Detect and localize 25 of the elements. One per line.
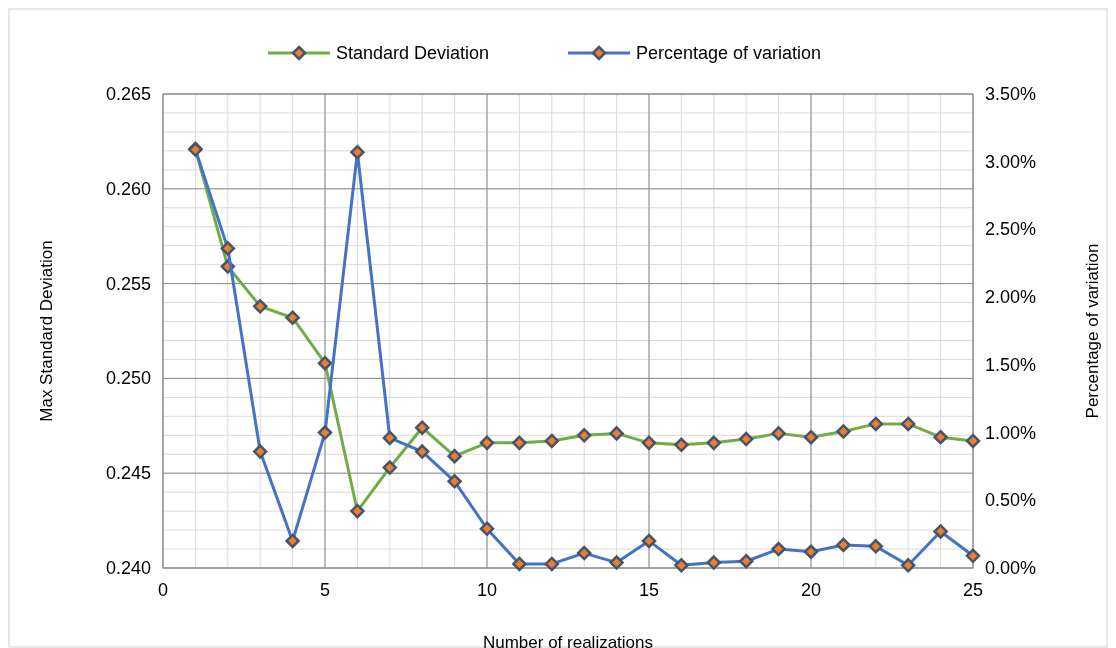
y2-tick-label: 0.50% [985,490,1037,511]
y2-tick-label: 3.00% [985,151,1037,172]
x-tick-label: 20 [800,580,822,600]
y-tick-label: 0.265 [105,84,151,104]
y-tick-label: 0.260 [105,178,151,199]
y-tick-label: 0.245 [105,463,151,484]
y2-tick-label: 1.00% [985,422,1037,443]
x-tick-label: 15 [638,580,660,600]
legend-label: Percentage of variation [636,43,822,63]
x-tick-label: 10 [476,580,498,600]
y2-tick-label: 3.50% [985,84,1037,104]
y-tick-label: 0.240 [105,558,151,578]
y2-axis-title: Percentage of variation [1083,243,1102,419]
y-tick-label: 0.255 [105,273,151,294]
x-axis-title: Number of realizations [482,633,654,648]
legend-label: Standard Deviation [336,43,490,63]
y-tick-label: 0.250 [105,368,151,389]
x-tick-label: 0 [157,580,169,600]
y-axis-title: Max Standard Deviation [37,240,56,422]
y2-tick-label: 1.50% [985,354,1037,375]
y2-tick-label: 2.00% [985,287,1037,308]
y2-tick-label: 0.00% [985,558,1037,578]
x-tick-label: 25 [962,580,984,600]
x-tick-label: 5 [319,580,331,600]
y2-tick-label: 2.50% [985,219,1037,240]
